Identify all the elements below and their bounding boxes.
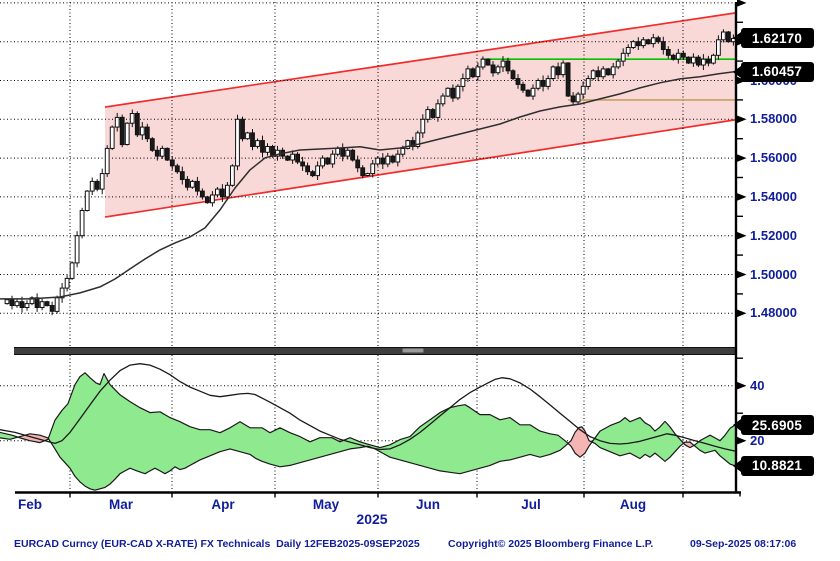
footer-copyright: Copyright© 2025 Bloomberg Finance L.P. — [448, 538, 654, 550]
x-axis-year-label: 2025 — [356, 511, 388, 527]
x-axis-month-label: May — [312, 497, 340, 512]
footer-bar: EURCAD Curncy (EUR-CAD X-RATE) FX Techni… — [0, 538, 840, 554]
x-axis-month-label: Jun — [415, 497, 440, 512]
dmi-axis-value-label: 20 — [750, 432, 765, 448]
y-axis-price-label: 1.54000 — [750, 188, 797, 204]
adx-line — [0, 363, 735, 452]
panel-separator[interactable] — [14, 347, 735, 355]
x-axis-month-label: Mar — [108, 497, 133, 512]
di-plus-line — [0, 372, 735, 458]
di-minus-badge: 10.8821 — [733, 455, 814, 476]
dmi-axis-value-label: 40 — [750, 377, 765, 393]
x-axis-month-label: Jul — [521, 497, 541, 512]
moving-average-badge: 1.60457 — [733, 61, 814, 82]
x-axis-month-label: Apr — [211, 497, 235, 512]
y-axis-price-label: 1.48000 — [750, 305, 797, 321]
di-minus-line — [0, 426, 735, 491]
footer-security-description: EURCAD Curncy (EUR-CAD X-RATE) FX Techni… — [14, 538, 420, 550]
last-price-badge: 1.62170 — [733, 28, 814, 49]
footer-timestamp: 09-Sep-2025 08:17:06 — [690, 538, 797, 550]
y-axis-price-label: 1.56000 — [750, 150, 797, 166]
di-plus-badge: 25.6905 — [733, 415, 814, 436]
bottom-axis — [15, 491, 741, 498]
y-axis-price-label: 1.50000 — [750, 266, 797, 282]
moving-average-line — [0, 70, 735, 300]
candles — [4, 29, 735, 316]
y-axis-price-label: 1.52000 — [750, 227, 797, 243]
y-axis-price-label: 1.58000 — [750, 111, 797, 127]
dmi-study — [0, 363, 735, 491]
x-axis-month-label: Aug — [619, 497, 647, 512]
panel-drag-handle[interactable] — [402, 348, 424, 353]
x-axis-month-label: Feb — [17, 497, 42, 512]
